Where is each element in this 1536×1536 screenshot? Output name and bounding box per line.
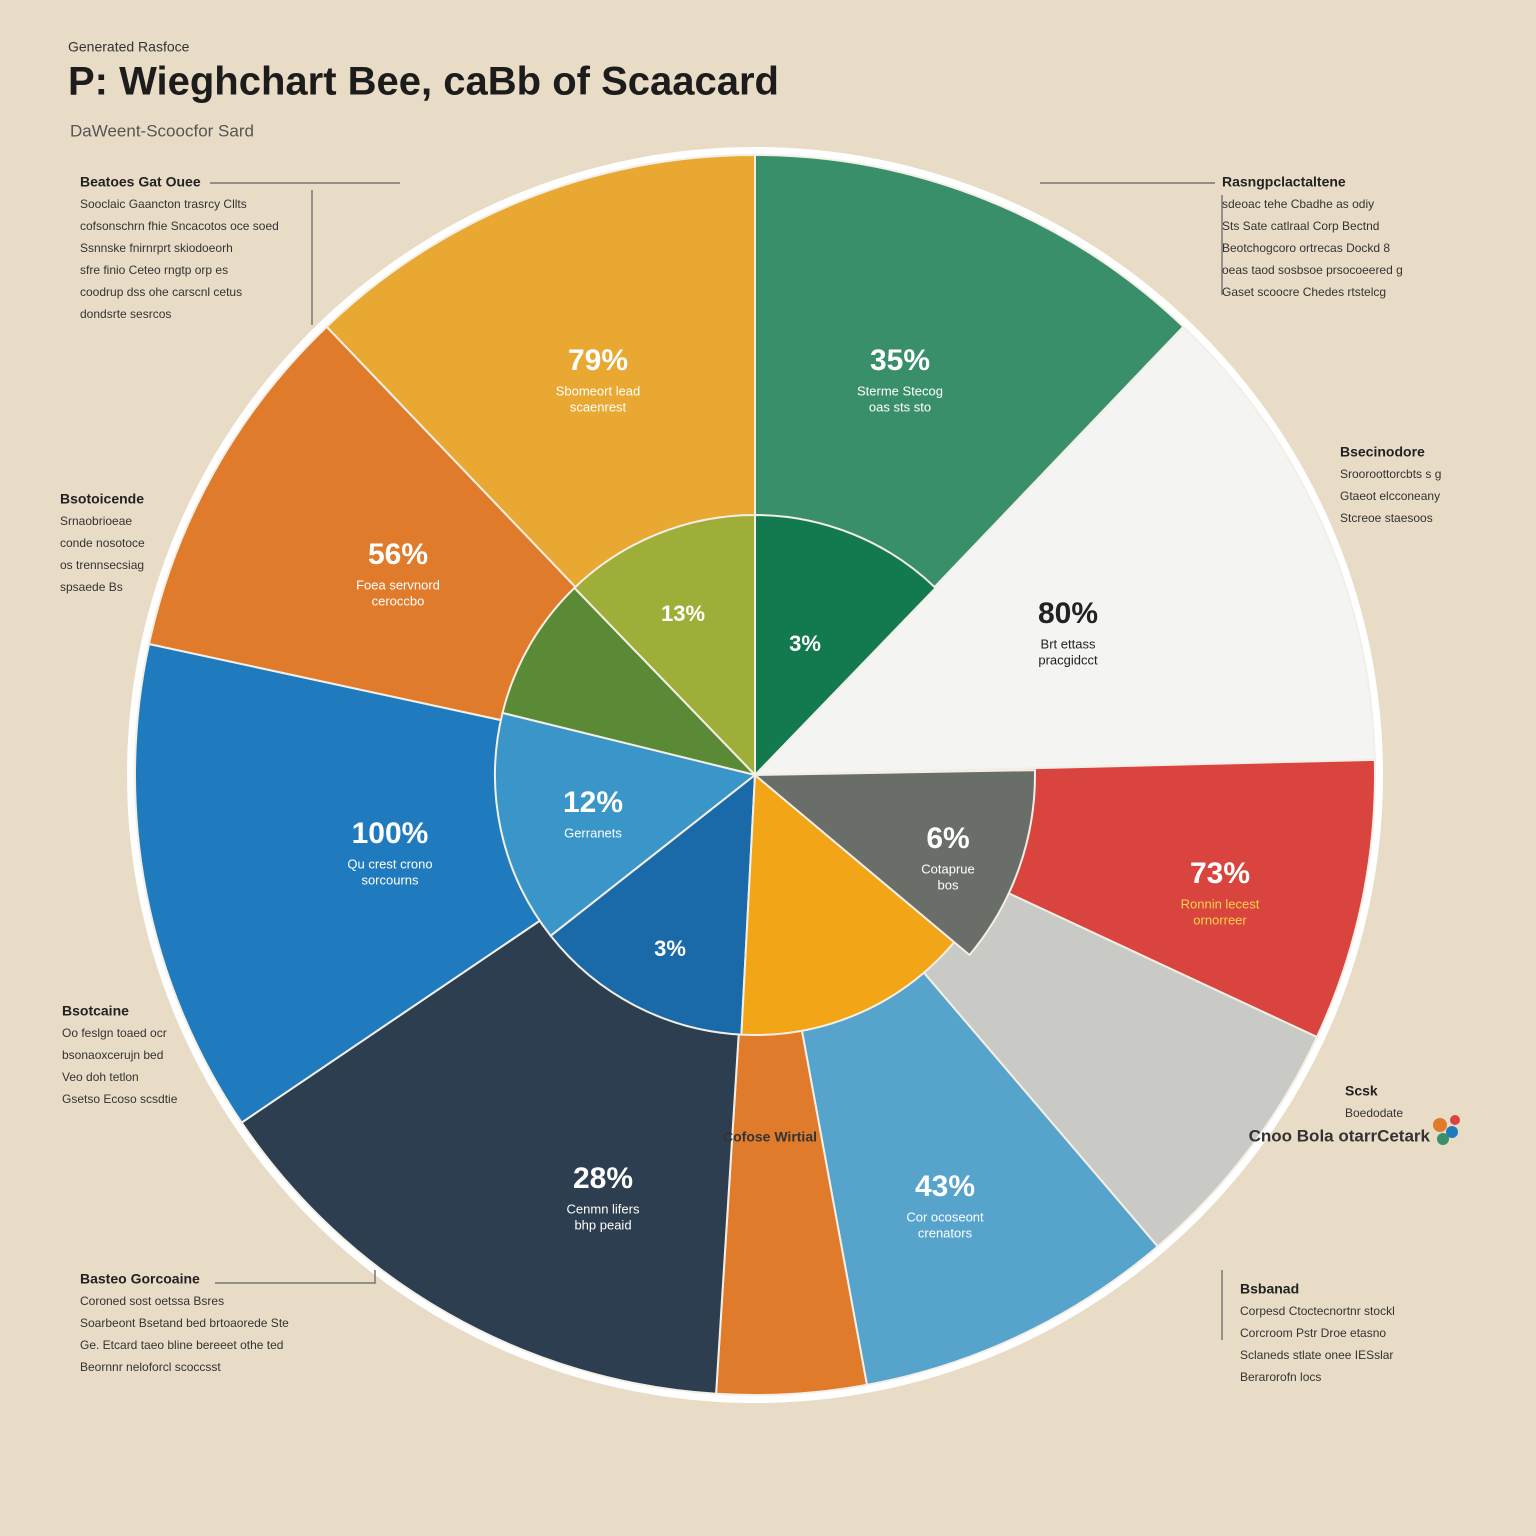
slice-caption: bos	[938, 877, 959, 892]
slice-value: 3%	[654, 936, 686, 961]
kicker: Generated Rasfoce	[68, 39, 190, 55]
pie-slice	[752, 325, 1376, 777]
slice-value: 79%	[568, 344, 628, 377]
slice-caption: Brt ettass	[1041, 636, 1096, 651]
title: P: Wieghchart Bee, caBb of Scaacard	[68, 60, 779, 104]
annotation-line: dondsrte sesrcos	[80, 307, 171, 321]
annotation-heading: Beatoes Gat Ouee	[80, 174, 201, 190]
annotation-line: Boedodate	[1345, 1106, 1403, 1120]
pie-slice	[752, 769, 1036, 957]
slice-value: 56%	[368, 538, 428, 571]
pie-slice	[494, 711, 758, 938]
annotation-heading: Basteo Gorcoaine	[80, 1271, 200, 1287]
pie	[134, 153, 1376, 1397]
annotation-heading: Bsbanad	[1240, 1281, 1299, 1297]
slice-caption: ornorreer	[1193, 912, 1247, 927]
annotation-line: Sclaneds stlate onee IESslar	[1240, 1348, 1393, 1362]
annotation-heading: Rasngpclactaltene	[1222, 174, 1346, 190]
brand: Cnoo Bola otarrCetark	[1249, 1126, 1431, 1145]
annotation-line: Gtaeot elcconeany	[1340, 489, 1440, 503]
pie-slice	[572, 513, 756, 778]
annotation-line: Oo feslgn toaed ocr	[62, 1026, 167, 1040]
slice-value: 3%	[789, 631, 821, 656]
annotation-line: Beotchogcoro ortrecas Dockd 8	[1222, 241, 1390, 255]
annotation-line: Veo doh tetlon	[62, 1070, 139, 1084]
subtitle: DaWeent-Scoocfor Sard	[70, 121, 254, 140]
pie-slice	[740, 772, 956, 1036]
slice-caption: Cenmn lifers	[567, 1201, 640, 1216]
annotation-line: Ssnnske fnirnrprt skiodoeorh	[80, 241, 233, 255]
annotation-line: Gaset scoocre Chedes rtstelcg	[1222, 285, 1386, 299]
annotation-line: sdeoac tehe Cbadhe as odiy	[1222, 197, 1374, 211]
annotation-line: Coroned sost oetssa Bsres	[80, 1294, 224, 1308]
slice-value: 80%	[1038, 597, 1098, 630]
slice-caption: crenators	[918, 1225, 973, 1240]
annotation-line: coodrup dss ohe carscnl cetus	[80, 285, 242, 299]
slice-caption: Sterme Stecog	[857, 383, 943, 398]
annotation-line: Soarbeont Bsetand bed brtoaorede Ste	[80, 1316, 289, 1330]
annotation-line: Sts Sate catlraal Corp Bectnd	[1222, 219, 1379, 233]
pie-slice	[754, 513, 938, 778]
slice-value: 6%	[926, 822, 969, 855]
pie-slice	[549, 772, 757, 1036]
slice-caption: sorcourns	[361, 872, 419, 887]
slice-value: 43%	[915, 1170, 975, 1203]
annotation-heading: Bsotoicende	[60, 491, 144, 507]
annotation-line: Corpesd Ctoctecnortnr stockl	[1240, 1304, 1395, 1318]
annotation-line: os trennsecsiag	[60, 558, 144, 572]
slice-caption: Foea servnord	[356, 577, 440, 592]
slice-caption: Cor ocoseont	[906, 1209, 984, 1224]
annotation-line: Srooroottorcbts s g	[1340, 467, 1441, 481]
slice-caption: Sbomeort lead	[556, 383, 641, 398]
annotation-line: Gsetso Ecoso scsdtie	[62, 1092, 178, 1106]
slice-caption: ceroccbo	[372, 593, 425, 608]
slice-value: 13%	[661, 601, 705, 626]
slice-caption: scaenrest	[570, 399, 627, 414]
annotation-line: conde nosotoce	[60, 536, 145, 550]
slice-value: 73%	[1190, 857, 1250, 890]
slice-caption: bhp peaid	[574, 1217, 631, 1232]
annotation-line: spsaede Bs	[60, 580, 123, 594]
annotation-line: Beornnr neloforcl scoccsst	[80, 1360, 221, 1374]
annotation-heading: Scsk	[1345, 1083, 1378, 1099]
annotation-line: Berarorofn locs	[1240, 1370, 1321, 1384]
annotation-heading: Bsotcaine	[62, 1003, 129, 1019]
annotation-line: Corcroom Pstr Droe etasno	[1240, 1326, 1386, 1340]
annotation-line: sfre finio Ceteo rngtp orp es	[80, 263, 228, 277]
slice-value: 28%	[573, 1162, 633, 1195]
slice-value: 35%	[870, 344, 930, 377]
slice-value: 12%	[563, 786, 623, 819]
annotation-line: Sooclaic Gaancton trasrcy Cllts	[80, 197, 247, 211]
annotation-line: cofsonschrn fhie Sncacotos oce soed	[80, 219, 279, 233]
annotation-line: Ge. Etcard taeo bline bereeet othe ted	[80, 1338, 283, 1352]
footer-note: Cofose Wirtial	[723, 1129, 817, 1145]
annotation-line: Stcreoe staesoos	[1340, 511, 1433, 525]
annotation-line: oeas taod sosbsoe prsocoeered g	[1222, 263, 1403, 277]
annotation-line: bsonaoxcerujn bed	[62, 1048, 163, 1062]
slice-caption: pracgidcct	[1038, 652, 1098, 667]
annotation-line: Srnaobrioeae	[60, 514, 132, 528]
slice-caption: Cotaprue	[921, 861, 974, 876]
slice-caption: Qu crest crono	[347, 856, 432, 871]
brand-logo	[1433, 1115, 1460, 1145]
leader-lines	[210, 182, 1223, 1340]
slice-caption: Gerranets	[564, 825, 622, 840]
annotation-heading: Bsecinodore	[1340, 444, 1425, 460]
slice-value: 100%	[352, 817, 429, 850]
slice-caption: Ronnin lecest	[1181, 896, 1260, 911]
slice-caption: oas sts sto	[869, 399, 931, 414]
